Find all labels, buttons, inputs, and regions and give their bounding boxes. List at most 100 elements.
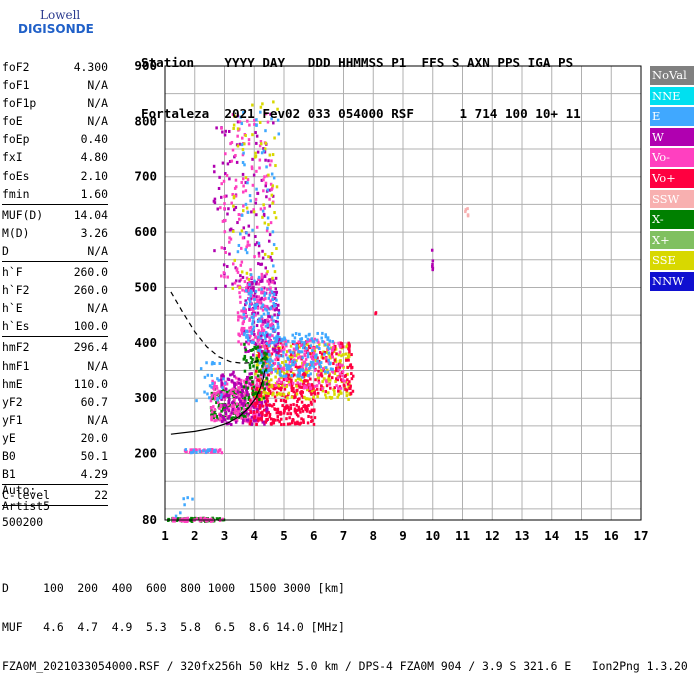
echo-point [264, 349, 267, 353]
echo-point [287, 408, 291, 412]
echo-point [234, 153, 237, 157]
echo-point [246, 386, 250, 390]
echo-point [310, 355, 313, 359]
echo-point [268, 197, 271, 201]
echo-point [262, 356, 265, 360]
echo-point [272, 325, 275, 329]
echo-point [179, 511, 182, 515]
echo-point [211, 360, 214, 364]
echo-point [263, 400, 267, 404]
echo-point [322, 350, 325, 354]
echo-point [264, 420, 268, 424]
echo-point [267, 411, 270, 415]
echo-point [277, 411, 281, 415]
echo-point [346, 378, 349, 382]
echo-point [327, 343, 331, 347]
echo-point [242, 357, 246, 361]
echo-point [313, 399, 316, 403]
echo-point [333, 392, 336, 396]
echo-point [258, 319, 261, 323]
echo-point [265, 165, 268, 169]
echo-point [338, 363, 342, 367]
echo-point [297, 352, 301, 356]
echo-point [304, 334, 308, 338]
echo-point [249, 356, 253, 360]
echo-point [253, 297, 256, 301]
echo-point [297, 405, 300, 409]
echo-point [263, 206, 266, 210]
echo-point [274, 340, 278, 344]
echo-point [315, 387, 319, 391]
echo-point [268, 153, 272, 157]
echo-point [255, 141, 258, 145]
echo-point [244, 303, 247, 307]
echo-point [305, 373, 309, 377]
echo-point [291, 363, 294, 367]
echo-point [251, 282, 254, 286]
echo-point [282, 399, 286, 403]
echo-point [262, 203, 265, 207]
echo-point [315, 353, 318, 357]
echo-point [236, 120, 240, 124]
echo-point [335, 384, 338, 388]
echo-point [224, 403, 227, 407]
echo-point [276, 118, 280, 122]
echo-point [277, 349, 281, 353]
echo-point [224, 394, 227, 398]
echo-point [255, 366, 259, 370]
echo-point [251, 357, 254, 361]
echo-point [306, 343, 309, 347]
legend-item-e: E [650, 107, 694, 126]
param-label: C-level [2, 488, 51, 503]
echo-point [267, 344, 271, 348]
echo-point [301, 356, 304, 360]
echo-point [258, 384, 261, 388]
echo-point [303, 384, 306, 388]
profile-layer [170, 291, 266, 435]
echo-point [255, 343, 258, 347]
echo-point [243, 333, 246, 337]
echo-point [293, 360, 297, 364]
echo-point [341, 378, 345, 382]
echo-point [226, 212, 229, 216]
echo-point [272, 243, 276, 247]
echo-point [231, 372, 234, 376]
echo-point [337, 368, 340, 372]
echo-point [257, 241, 261, 245]
param-value: 1.60 [80, 186, 108, 201]
echo-point [276, 303, 280, 307]
echo-point [275, 335, 278, 339]
echo-point [253, 279, 256, 283]
echo-point [291, 341, 295, 345]
param-row: D N/A [2, 242, 108, 260]
echo-point [239, 232, 242, 236]
echo-point [281, 354, 285, 358]
echo-point [248, 382, 251, 386]
echo-point [233, 385, 236, 389]
echo-point [271, 153, 275, 157]
echo-point [267, 319, 270, 323]
echo-point [319, 361, 323, 365]
echo-point [320, 355, 324, 359]
echo-point [340, 342, 344, 346]
echo-point [240, 326, 244, 330]
echo-point [284, 376, 288, 380]
echo-point [267, 239, 271, 243]
echo-point [254, 413, 257, 417]
echo-point [208, 384, 212, 388]
echo-point [262, 147, 265, 151]
echo-point [335, 366, 338, 370]
x-tick-label: 17 [633, 528, 648, 543]
echo-point [324, 356, 328, 360]
echo-point [218, 361, 222, 365]
echo-point [277, 351, 280, 355]
echo-point [345, 358, 348, 362]
echo-point [279, 398, 283, 402]
echo-point [215, 386, 219, 390]
echo-point [171, 519, 175, 523]
echo-point [266, 417, 269, 421]
echo-point [203, 390, 206, 394]
echo-point [271, 327, 275, 331]
echo-point [304, 357, 308, 361]
echo-point [211, 516, 214, 520]
